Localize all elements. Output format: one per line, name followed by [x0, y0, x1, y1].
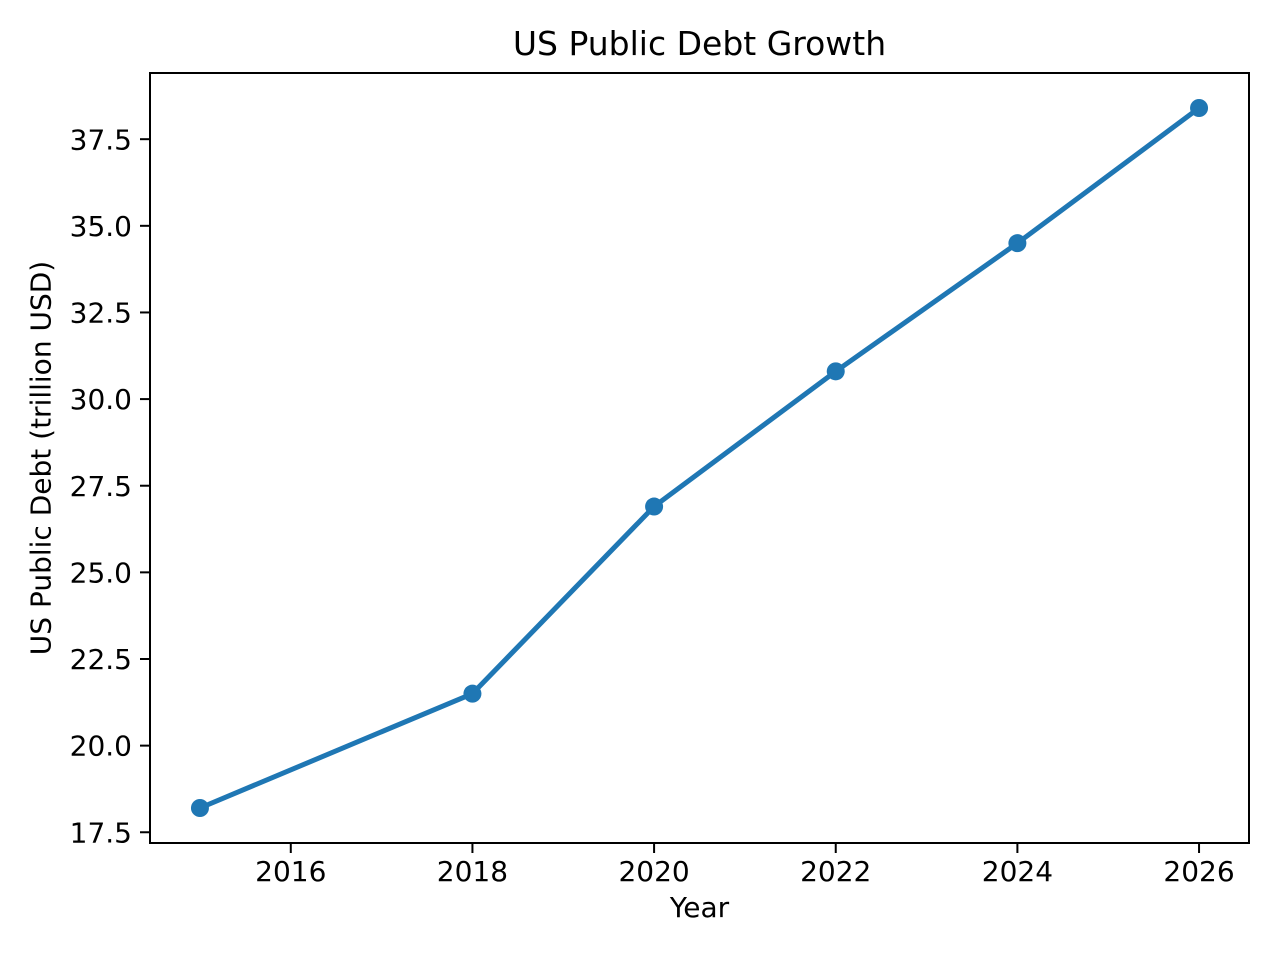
data-point-marker — [1008, 234, 1027, 253]
data-point-marker — [190, 799, 209, 817]
axes-spines — [149, 72, 1250, 844]
y-tick-label: 25.0 — [70, 556, 132, 589]
x-axis-label: Year — [669, 891, 730, 924]
y-tick-label: 27.5 — [70, 470, 132, 503]
data-point-marker — [1190, 99, 1209, 117]
debt-line-series — [190, 99, 1209, 817]
x-axis-ticks: 2016 2018 2020 2022 2024 2026 — [255, 843, 1235, 888]
y-tick-label: 37.5 — [70, 123, 132, 156]
chart-title: US Public Debt Growth — [512, 24, 887, 63]
x-tick-label: 2022 — [800, 855, 871, 888]
x-tick-label: 2018 — [437, 855, 508, 888]
axes-frame — [149, 72, 1250, 844]
series-line — [197, 105, 1202, 811]
y-axis-ticks: 17.5 20.0 22.5 25.0 27.5 30.0 32.5 35.0 37.5 — [70, 123, 150, 849]
x-tick-label: 2024 — [982, 855, 1053, 888]
y-tick-label: 20.0 — [70, 730, 132, 763]
y-tick-label: 22.5 — [70, 643, 132, 676]
x-tick-label: 2026 — [1163, 855, 1234, 888]
data-point-marker — [826, 362, 845, 381]
x-tick-label: 2020 — [618, 855, 689, 888]
y-tick-label: 32.5 — [70, 297, 132, 330]
y-tick-label: 30.0 — [70, 383, 132, 416]
y-tick-label: 35.0 — [70, 210, 132, 243]
data-point-marker — [645, 497, 664, 516]
y-tick-label: 17.5 — [70, 816, 132, 849]
x-tick-label: 2016 — [255, 855, 326, 888]
data-point-marker — [463, 684, 482, 703]
